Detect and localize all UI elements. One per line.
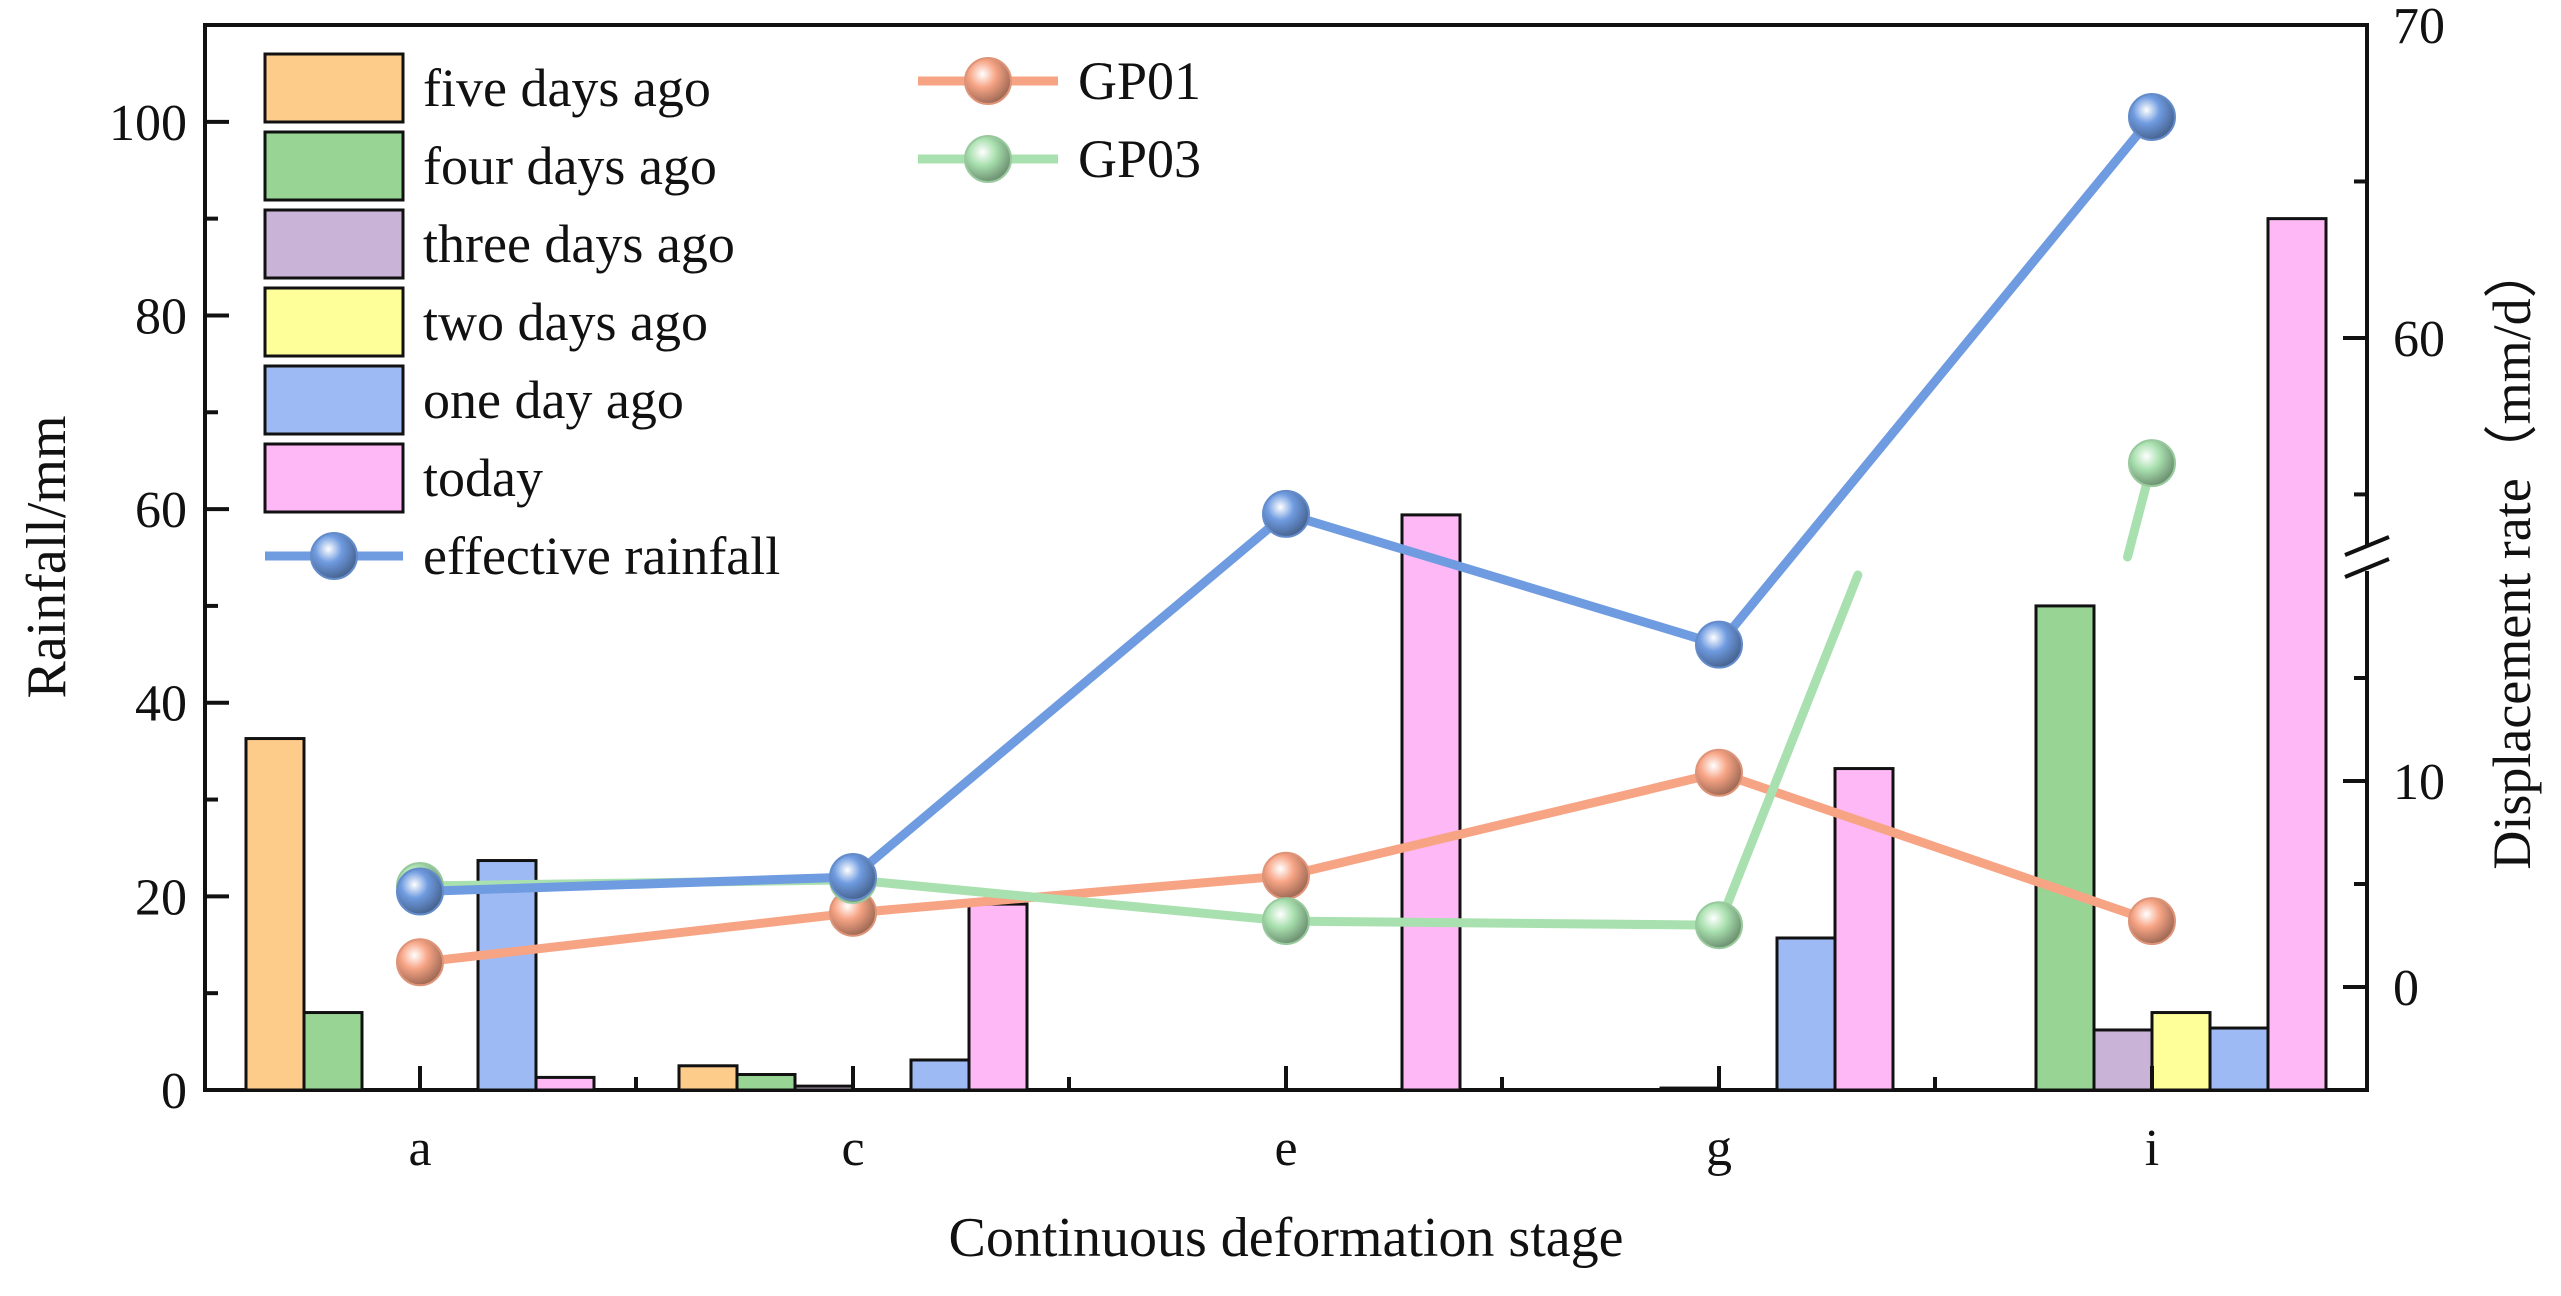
- legend-swatch-four-days-ago: [263, 130, 405, 202]
- x-tick-label: g: [1706, 1120, 1732, 1177]
- bar-one-day-ago-g: [1775, 936, 1837, 1092]
- bar-one-day-ago-c: [909, 1058, 971, 1092]
- point-effective-rainfall-e: [1262, 489, 1310, 538]
- legend-swatch-one-day-ago: [263, 364, 405, 436]
- line-GP01-segment: [848, 871, 1291, 918]
- bar-four-days-ago-i: [2034, 604, 2096, 1092]
- line-GP03-segment: [848, 875, 1291, 926]
- bar-today-i: [2266, 217, 2328, 1092]
- y2-tick-label: 60: [2393, 311, 2445, 368]
- y-tick-label: 100: [109, 95, 187, 152]
- y-tick-label: 60: [135, 482, 187, 539]
- bar-four-days-ago-c: [735, 1073, 797, 1092]
- legend-layer: five days ago four days ago three days ago…: [263, 51, 1201, 586]
- line-GP01-segment: [415, 908, 858, 967]
- y-axis-title: Rainfall/mm: [16, 415, 78, 698]
- legend-label: effective rainfall: [423, 526, 780, 586]
- y-tick-label: 80: [135, 288, 187, 345]
- legend-label: two days ago: [423, 292, 708, 352]
- y-tick-label: 20: [135, 869, 187, 926]
- bar-today-e: [1400, 513, 1462, 1092]
- y2-axis-title: Displacement rate（mm/d）: [2482, 244, 2542, 869]
- y2-tick-label: 10: [2393, 754, 2445, 811]
- point-effective-rainfall-a: [396, 867, 444, 916]
- legend-label: GP03: [1078, 129, 1201, 189]
- point-GP03-e: [1262, 897, 1310, 946]
- x-tick-label: i: [2145, 1120, 2159, 1177]
- point-GP01-g: [1695, 748, 1743, 797]
- bar-three-days-ago-i: [2092, 1028, 2154, 1092]
- lines-layer: [396, 92, 2176, 987]
- axes-layer: 0 20 40 60 80 100 a c e g i 0 10 60 70: [109, 0, 2445, 1177]
- point-GP03-i: [2128, 439, 2176, 488]
- legend-label: five days ago: [423, 58, 711, 118]
- bar-four-days-ago-a: [302, 1011, 364, 1092]
- legend-label: today: [423, 448, 543, 508]
- bar-today-a: [534, 1075, 596, 1092]
- legend-label: four days ago: [423, 136, 717, 196]
- legend-marker-effective-rainfall: [310, 532, 358, 580]
- line-GP03-segment: [1714, 570, 1863, 930]
- line-GP03-segment: [1281, 916, 1724, 930]
- legend-label: one day ago: [423, 370, 684, 430]
- point-GP01-a: [396, 938, 444, 987]
- x-tick-label: a: [408, 1120, 431, 1177]
- x-tick-label: e: [1274, 1120, 1297, 1177]
- x-axis-title: Continuous deformation stage: [948, 1207, 1623, 1269]
- legend-marker-GP01: [964, 57, 1012, 105]
- x-tick-label: c: [841, 1120, 864, 1177]
- bar-three-days-ago-g: [1659, 1086, 1721, 1092]
- bar-one-day-ago-i: [2208, 1026, 2270, 1092]
- legend-swatch-today: [263, 442, 405, 514]
- y2-tick-label: 0: [2393, 960, 2419, 1017]
- bar-five-days-ago-a: [244, 737, 306, 1092]
- axis-break-mark: [2344, 535, 2390, 557]
- legend-label: three days ago: [423, 214, 735, 274]
- line-GP01-segment: [1281, 768, 1724, 881]
- bar-one-day-ago-a: [476, 859, 538, 1092]
- bar-two-days-ago-i: [2150, 1011, 2212, 1092]
- bar-three-days-ago-c: [793, 1084, 855, 1092]
- point-GP01-i: [2128, 897, 2176, 946]
- legend-marker-GP03: [964, 135, 1012, 183]
- point-GP01-e: [1262, 851, 1310, 900]
- y-tick-label: 40: [135, 676, 187, 733]
- bar-today-c: [967, 902, 1029, 1092]
- legend-swatch-five-days-ago: [263, 52, 405, 124]
- legend-swatch-three-days-ago: [263, 208, 405, 280]
- bar-five-days-ago-c: [677, 1064, 739, 1092]
- point-GP03-g: [1695, 901, 1743, 950]
- y2-tick-label: 70: [2393, 0, 2445, 55]
- point-effective-rainfall-i: [2128, 92, 2176, 141]
- legend-label: GP01: [1078, 51, 1201, 111]
- legend-swatch-two-days-ago: [263, 286, 405, 358]
- y-tick-label: 0: [161, 1063, 187, 1120]
- axis-break-mark: [2344, 557, 2390, 579]
- bars-layer: [244, 217, 2328, 1092]
- point-effective-rainfall-c: [829, 853, 877, 901]
- point-effective-rainfall-g: [1695, 620, 1743, 669]
- line-GP01-segment: [1714, 768, 2157, 926]
